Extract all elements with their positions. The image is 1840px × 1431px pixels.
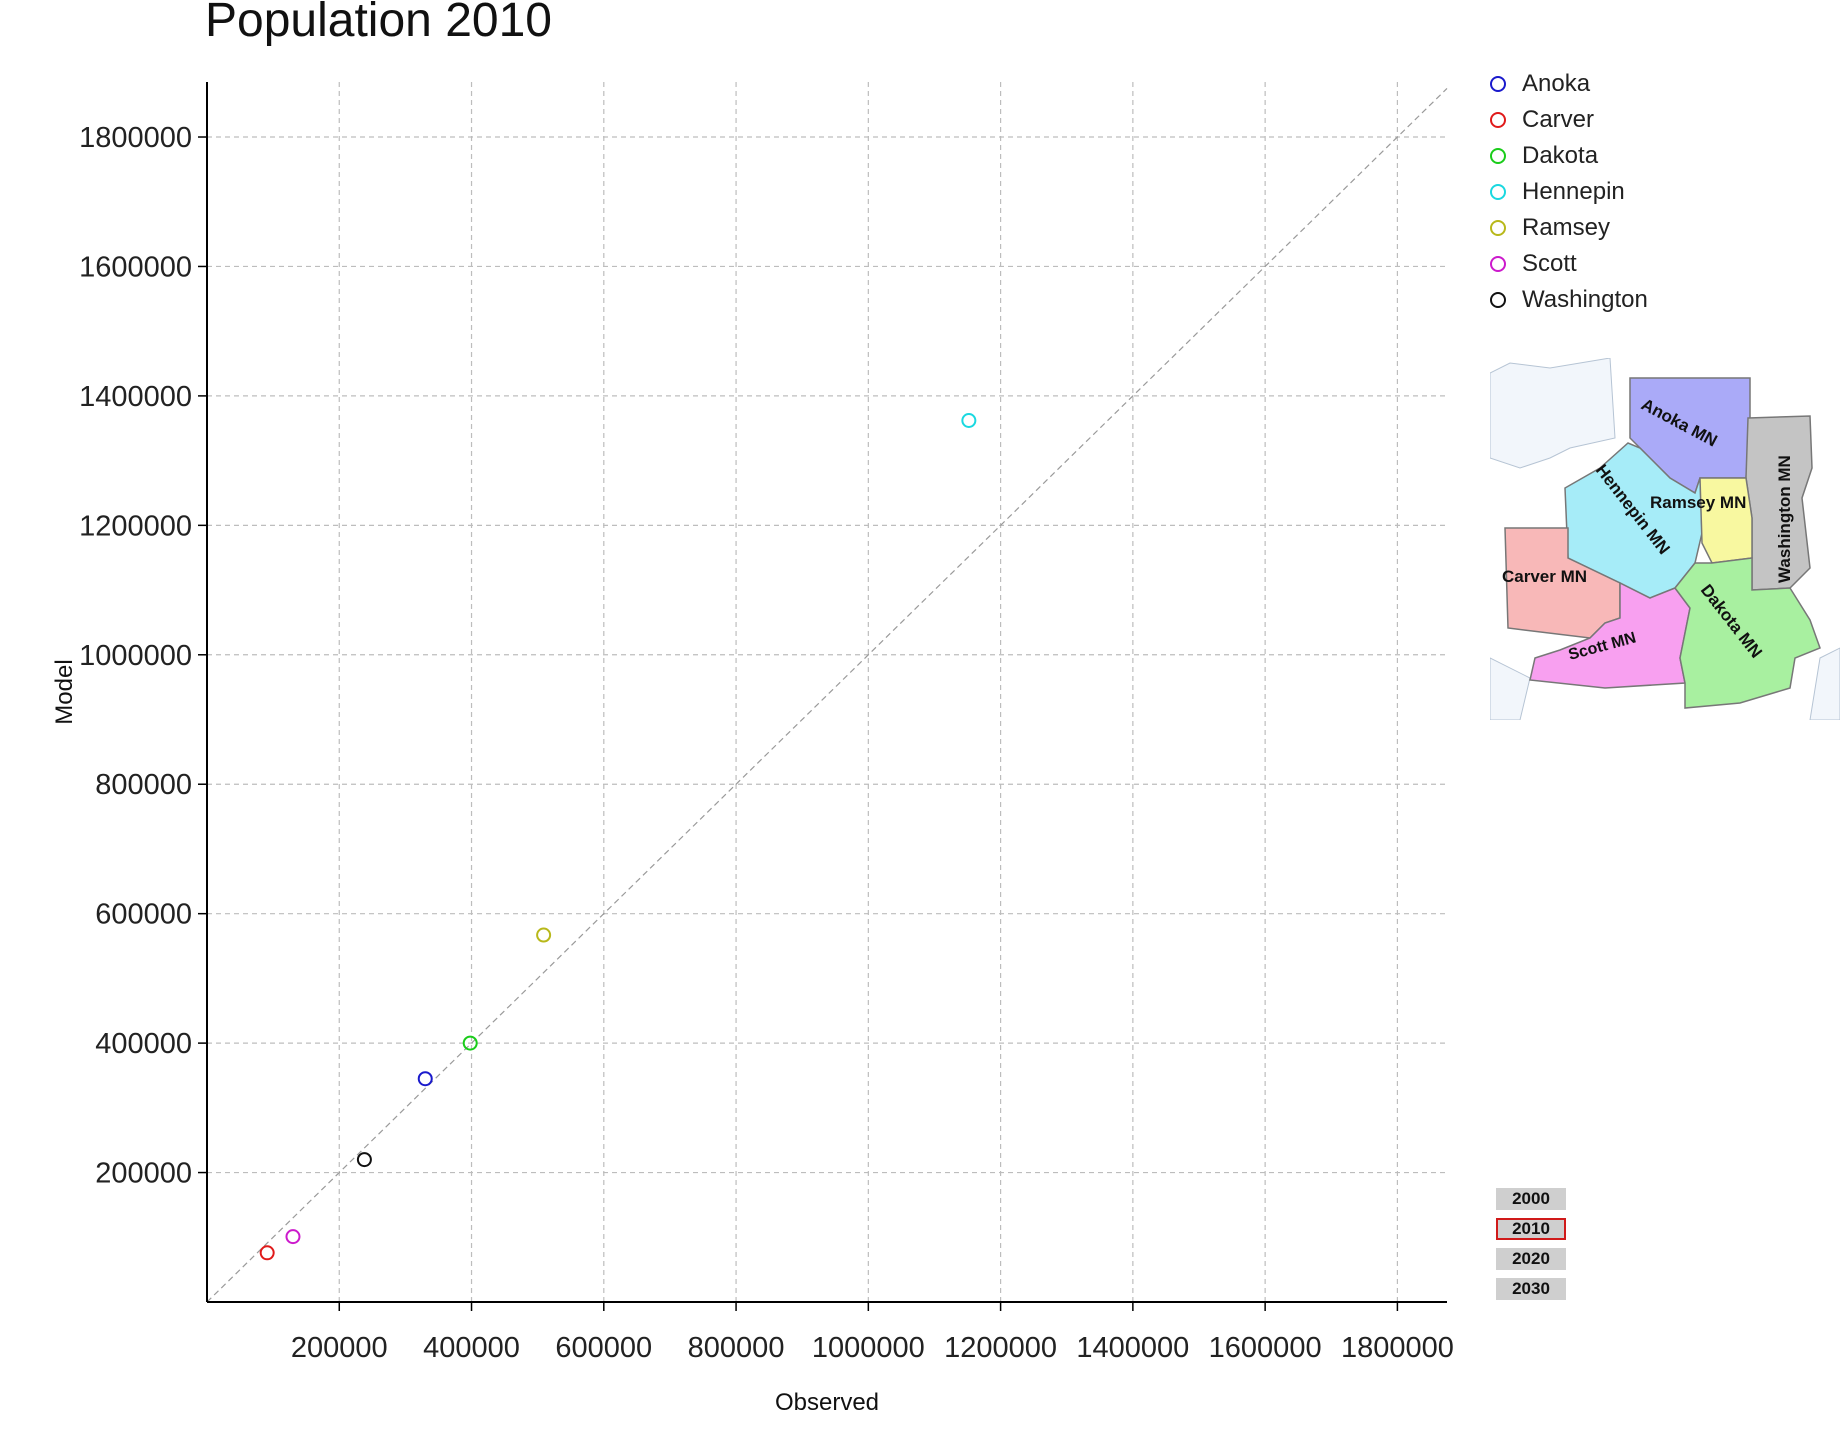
- county-map-inset: Anoka MN Washington MN Hennepin MN Ramse…: [1489, 357, 1840, 721]
- county-ramsey: [1699, 477, 1753, 564]
- legend-marker-icon: [1490, 112, 1506, 128]
- data-point-scott: [285, 1229, 301, 1245]
- legend-item-hennepin: Hennepin: [1490, 174, 1648, 210]
- year-button-2030[interactable]: 2030: [1496, 1278, 1566, 1300]
- legend-label: Anoka: [1522, 70, 1591, 97]
- legend-label: Ramsey: [1522, 214, 1611, 241]
- x-tick-label: 1200000: [944, 1332, 1057, 1364]
- y-tick-label: 1000000: [79, 640, 192, 672]
- chart-title: Population 2010: [205, 0, 552, 47]
- legend-label: Dakota: [1522, 142, 1599, 169]
- legend-label: Scott: [1522, 250, 1577, 277]
- legend-label: Carver: [1522, 106, 1595, 133]
- legend-label: Washington: [1522, 286, 1648, 313]
- legend-item-washington: Washington: [1490, 282, 1648, 318]
- x-tick-label: 400000: [423, 1332, 520, 1364]
- county-label-carver: Carver MN: [1502, 567, 1587, 586]
- legend-item-ramsey: Ramsey: [1490, 210, 1648, 246]
- x-axis-label: Observed: [775, 1389, 879, 1416]
- legend-label: Hennepin: [1522, 178, 1625, 205]
- legend-marker-icon: [1490, 76, 1506, 92]
- x-tick-label: 200000: [291, 1332, 388, 1364]
- legend-item-carver: Carver: [1490, 102, 1648, 138]
- legend-marker-icon: [1490, 148, 1506, 164]
- x-tick-label: 1600000: [1209, 1332, 1322, 1364]
- y-tick-label: 200000: [95, 1158, 192, 1190]
- x-tick-label: 800000: [688, 1332, 785, 1364]
- x-tick-label: 600000: [555, 1332, 652, 1364]
- y-tick-label: 1800000: [79, 122, 192, 154]
- x-tick-label: 1400000: [1076, 1332, 1189, 1364]
- y-tick-label: 1600000: [79, 251, 192, 283]
- county-dakota: [1674, 557, 1821, 709]
- legend-item-anoka: Anoka: [1490, 66, 1648, 102]
- year-button-2000[interactable]: 2000: [1496, 1188, 1566, 1210]
- year-button-2010[interactable]: 2010: [1496, 1218, 1566, 1240]
- y-tick-label: 800000: [95, 769, 192, 801]
- legend-item-dakota: Dakota: [1490, 138, 1648, 174]
- y-tick-label: 1200000: [79, 510, 192, 542]
- legend-marker-icon: [1490, 184, 1506, 200]
- data-point-washington: [356, 1152, 372, 1168]
- year-button-2020[interactable]: 2020: [1496, 1248, 1566, 1270]
- legend-marker-icon: [1490, 220, 1506, 236]
- data-point-carver: [259, 1245, 275, 1261]
- legend-item-scott: Scott: [1490, 246, 1648, 282]
- legend: Anoka Carver Dakota Hennepin Ramsey Scott Wash…: [1490, 66, 1648, 318]
- legend-marker-icon: [1490, 256, 1506, 272]
- y-tick-label: 600000: [95, 899, 192, 931]
- data-point-dakota: [462, 1035, 478, 1051]
- county-label-washington: Washington MN: [1775, 455, 1794, 583]
- x-tick-label: 1800000: [1341, 1332, 1454, 1364]
- county-label-ramsey: Ramsey MN: [1650, 493, 1746, 512]
- x-tick-label: 1000000: [812, 1332, 925, 1364]
- reference-line: [206, 88, 1448, 1303]
- year-selector: 2000 2010 2020 2030: [1496, 1188, 1566, 1308]
- legend-marker-icon: [1490, 292, 1506, 308]
- y-tick-label: 400000: [95, 1028, 192, 1060]
- y-tick-label: 1400000: [79, 381, 192, 413]
- data-point-hennepin: [961, 412, 977, 428]
- data-point-ramsey: [536, 927, 552, 943]
- data-point-anoka: [417, 1071, 433, 1087]
- y-axis-label: Model: [51, 659, 78, 724]
